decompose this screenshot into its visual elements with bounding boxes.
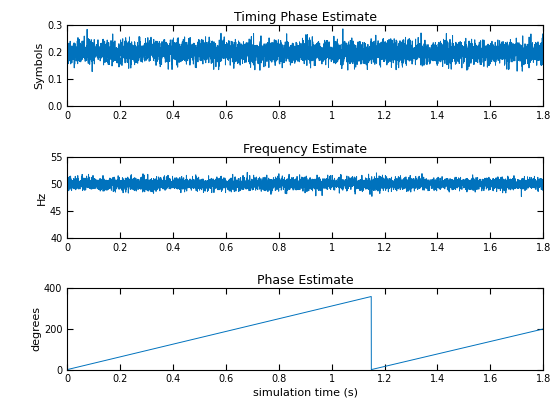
Y-axis label: Hz: Hz — [37, 190, 47, 205]
Title: Phase Estimate: Phase Estimate — [257, 274, 353, 287]
X-axis label: simulation time (s): simulation time (s) — [253, 387, 358, 397]
Title: Timing Phase Estimate: Timing Phase Estimate — [234, 11, 377, 24]
Y-axis label: Symbols: Symbols — [34, 42, 44, 89]
Y-axis label: degrees: degrees — [31, 307, 41, 352]
Title: Frequency Estimate: Frequency Estimate — [243, 143, 367, 156]
